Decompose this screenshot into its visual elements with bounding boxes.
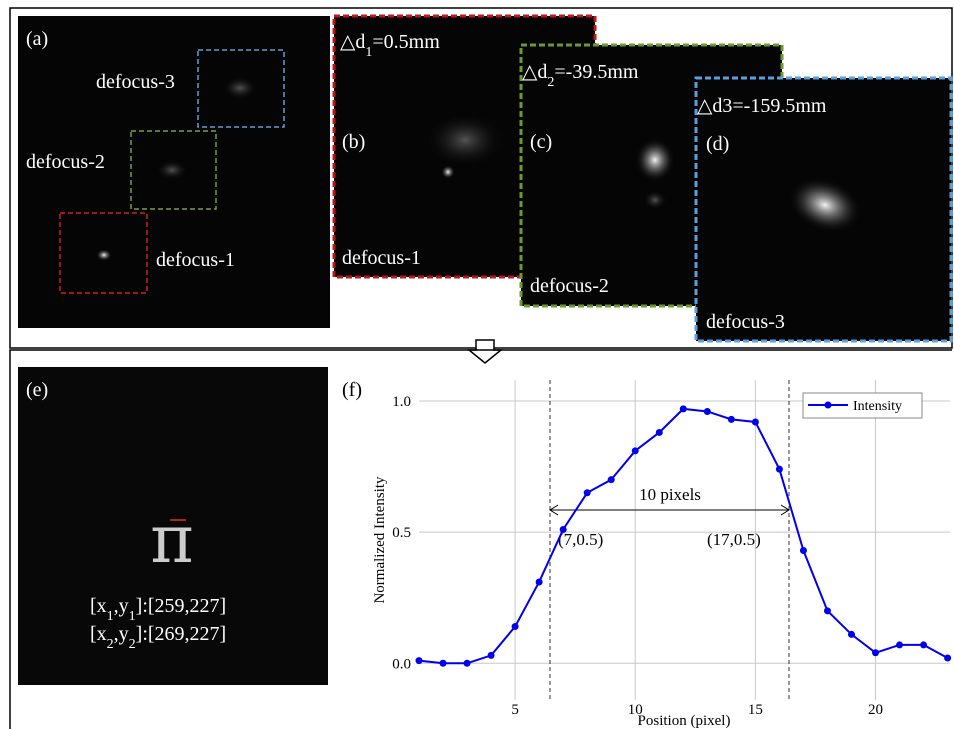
annotation: (7,0.5)	[558, 530, 603, 549]
data-point	[920, 641, 928, 649]
spot	[222, 76, 258, 100]
data-point	[944, 654, 952, 662]
y-tick-label: 1.0	[392, 394, 411, 410]
data-point	[415, 657, 423, 665]
data-point	[655, 428, 663, 436]
data-point	[847, 630, 855, 638]
image-e	[18, 367, 328, 685]
data-point	[703, 407, 711, 415]
data-point	[631, 447, 639, 455]
x-axis-label: Position (pixel)	[638, 713, 731, 729]
roi-1	[59, 212, 148, 294]
y-tick-label: 0.5	[392, 525, 411, 541]
caption: defocus-3	[706, 311, 785, 333]
panel-label: (a)	[26, 28, 48, 50]
data-point	[487, 651, 495, 659]
defocus-label: △d1=0.5mm	[340, 31, 440, 60]
data-point	[583, 489, 591, 497]
data-point	[872, 649, 880, 657]
data-point	[511, 623, 519, 631]
annotation: defocus-3	[96, 71, 175, 93]
pi-glyph: π	[150, 501, 193, 578]
x-tick-label: 10	[628, 702, 643, 718]
legend-marker	[824, 401, 832, 409]
y-tick-label: 0.0	[392, 656, 411, 672]
coordinate: [x2,y2]:[269,227]	[90, 623, 226, 652]
bottom-frame	[9, 349, 952, 729]
data-point	[559, 526, 567, 534]
panel-label: (b)	[342, 131, 365, 153]
defocus-label: △d2=-39.5mm	[522, 61, 639, 90]
panel-label: (f)	[342, 379, 362, 401]
annotation: 10 pixels	[639, 485, 701, 504]
chart: 5 10 15 20 0.0 0.5 1.0 (f) Position (pixel) Norma…	[342, 379, 952, 729]
spot	[643, 190, 667, 210]
panel-label: (e)	[26, 379, 48, 401]
defocus-label: △d3=-159.5mm	[697, 95, 827, 117]
data-point	[823, 607, 831, 615]
panel-label: (d)	[706, 133, 729, 155]
annotation: (17,0.5)	[707, 530, 761, 549]
series-line	[418, 407, 949, 665]
data-point	[896, 641, 904, 649]
roi-2	[130, 130, 217, 210]
data-point	[439, 659, 447, 667]
data-point	[727, 415, 735, 423]
annotation: defocus-1	[156, 249, 235, 271]
x-tick-label: 20	[868, 702, 883, 718]
data-point	[751, 418, 759, 426]
data-point	[463, 659, 471, 667]
spot	[635, 138, 675, 182]
data-point	[535, 578, 543, 586]
data-point	[679, 405, 687, 413]
annotation: defocus-2	[26, 151, 105, 173]
spot	[156, 160, 188, 180]
coordinate: [x1,y1]:[259,227]	[90, 595, 226, 624]
caption: defocus-2	[530, 275, 609, 297]
spot	[96, 249, 112, 261]
down-arrow	[466, 339, 504, 364]
roi-3	[197, 49, 285, 128]
panel-label: (c)	[530, 131, 552, 153]
span-arrow	[549, 504, 790, 516]
x-tick-label: 5	[511, 702, 519, 718]
y-axis-label: Normalized Intensity	[372, 476, 388, 604]
legend-label: Intensity	[853, 399, 902, 414]
x-tick-label: 15	[748, 702, 763, 718]
spot	[425, 112, 505, 168]
spot	[441, 165, 455, 179]
data-point	[775, 465, 783, 473]
data-point	[799, 546, 807, 554]
spot	[788, 177, 862, 233]
data-point	[607, 476, 615, 484]
caption: defocus-1	[342, 247, 421, 269]
